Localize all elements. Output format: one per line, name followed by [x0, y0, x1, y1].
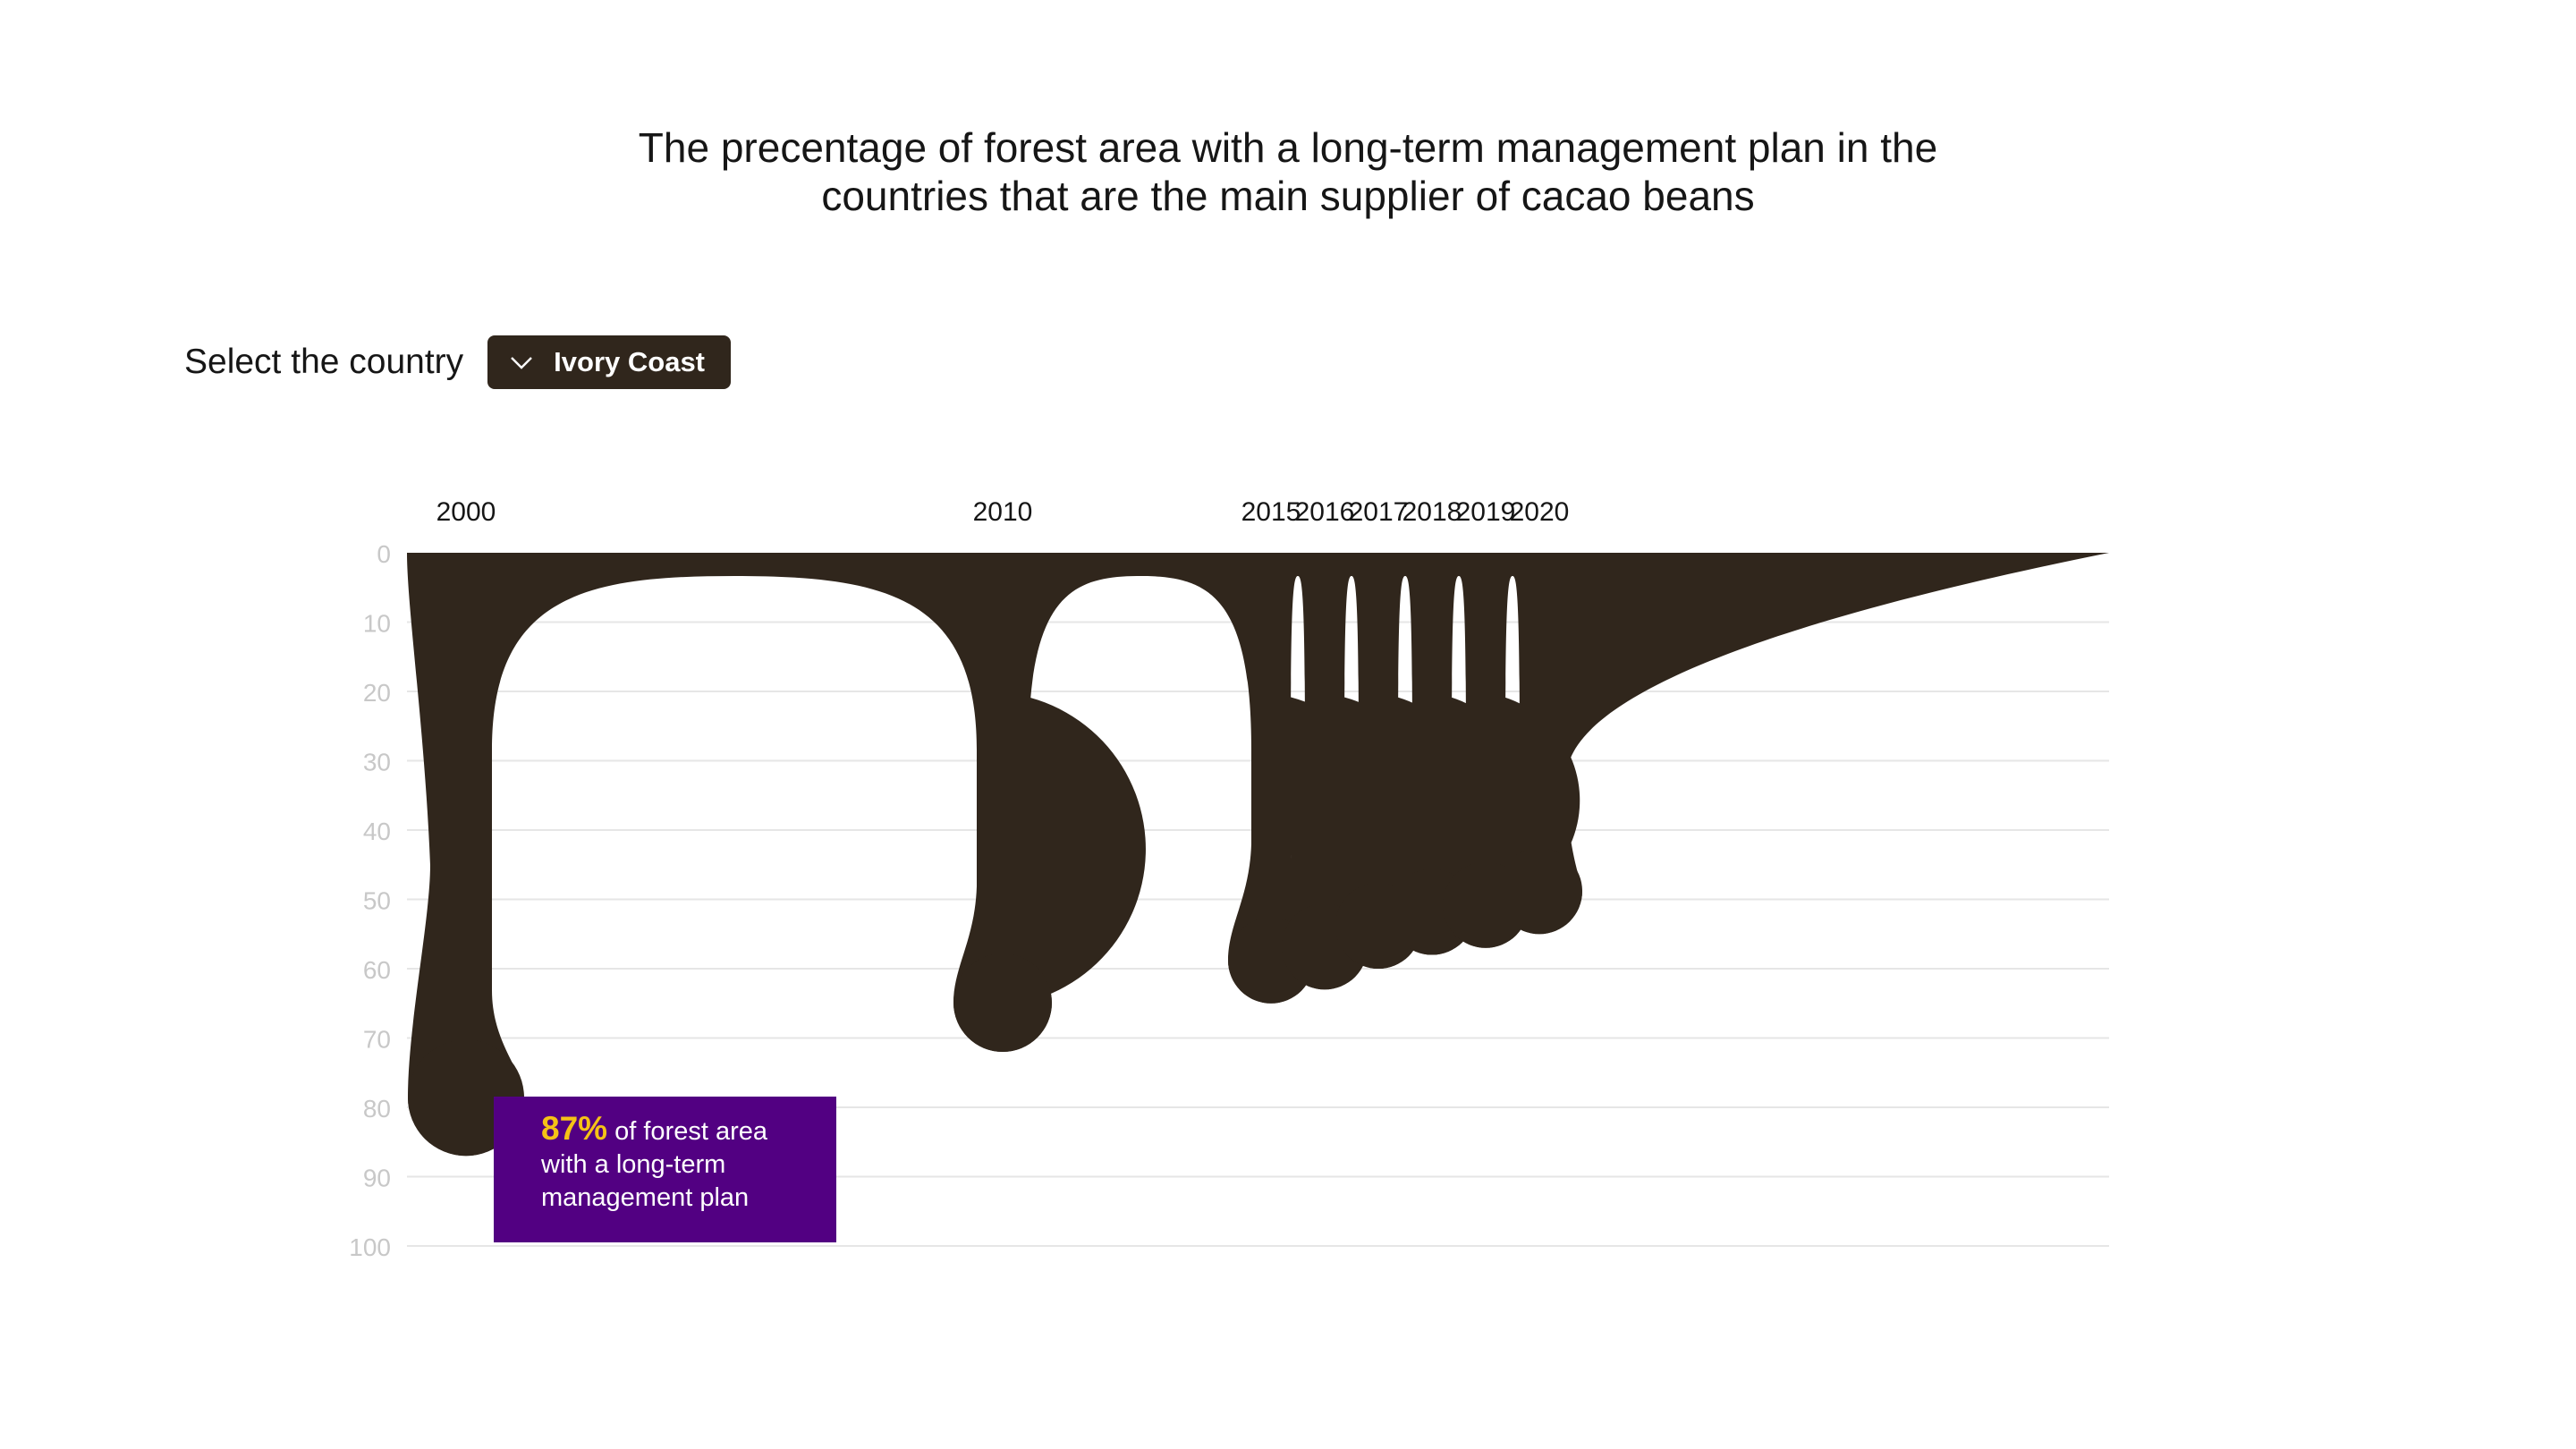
- drop-2020[interactable]: [1496, 848, 1582, 935]
- y-tick-label: 90: [363, 1165, 391, 1192]
- tooltip-percent: 87%: [541, 1110, 608, 1147]
- drip-shape: [407, 553, 2109, 1157]
- y-tick-label: 70: [363, 1026, 391, 1054]
- y-tick-label: 100: [349, 1233, 391, 1261]
- drip-area: [407, 553, 2109, 1157]
- x-tick-label: 2017: [1349, 497, 1409, 527]
- y-tick-label: 20: [363, 679, 391, 707]
- chart-title: The precentage of forest area with a lon…: [0, 123, 2576, 220]
- drop-2010[interactable]: [953, 953, 1052, 1052]
- country-selector-label: Select the country: [184, 343, 464, 381]
- tooltip-text-3: management plan: [541, 1183, 750, 1212]
- y-tick-label: 40: [363, 818, 391, 845]
- y-tick-label: 30: [363, 749, 391, 776]
- x-tick-label: 2016: [1295, 497, 1355, 527]
- x-tick-label: 2018: [1402, 497, 1462, 527]
- country-selector: Select the country Ivory Coast: [184, 335, 732, 389]
- x-tick-label: 2019: [1456, 497, 1516, 527]
- y-tick-label: 50: [363, 887, 391, 915]
- x-tick-label: 2015: [1241, 497, 1301, 527]
- chevron-down-icon: [511, 357, 533, 369]
- chart-title-line-2: countries that are the main supplier of …: [821, 173, 1755, 219]
- x-tick-label: 2000: [436, 497, 496, 527]
- tooltip-text-1: of forest area: [614, 1117, 767, 1146]
- y-tick-label: 10: [363, 610, 391, 638]
- x-tick-label: 2020: [1510, 497, 1570, 527]
- country-dropdown-value: Ivory Coast: [554, 346, 706, 377]
- y-tick-label: 80: [363, 1095, 391, 1123]
- y-tick-label: 60: [363, 956, 391, 984]
- x-tick-label: 2010: [973, 497, 1033, 527]
- country-dropdown[interactable]: Ivory Coast: [487, 335, 732, 389]
- chart-title-line-1: The precentage of forest area with a lon…: [638, 124, 1938, 171]
- tooltip-text-2: with a long-term: [541, 1150, 726, 1179]
- y-tick-label: 0: [377, 540, 391, 568]
- value-tooltip: 87% of forest area with a long-term mana…: [494, 1097, 836, 1242]
- y-axis-ticks: 0 10 20 30 40 50 60 70 80 90 100: [349, 540, 391, 1261]
